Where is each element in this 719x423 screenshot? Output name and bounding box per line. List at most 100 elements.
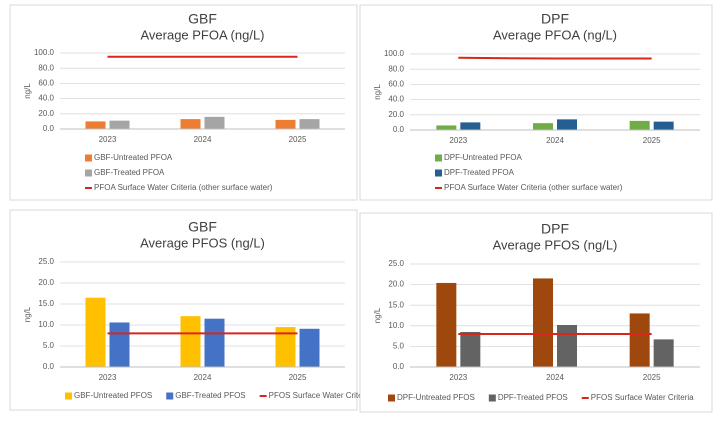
bar bbox=[557, 119, 577, 130]
y-axis-label: ng/L bbox=[23, 306, 32, 322]
y-tick-label: 20.0 bbox=[388, 280, 404, 289]
legend-label: GBF-Untreated PFOA bbox=[94, 153, 173, 162]
y-tick-label: 15.0 bbox=[388, 300, 404, 309]
y-tick-label: 100.0 bbox=[384, 49, 405, 58]
x-tick-label: 2023 bbox=[449, 136, 467, 145]
legend-label: GBF-Treated PFOA bbox=[94, 168, 165, 177]
y-tick-label: 15.0 bbox=[38, 299, 54, 308]
legend-label: DPF-Treated PFOS bbox=[498, 393, 568, 402]
bar bbox=[109, 322, 130, 367]
legend-label: DPF-Treated PFOA bbox=[444, 168, 515, 177]
y-tick-label: 100.0 bbox=[34, 48, 55, 57]
chart-subtitle: Average PFOA (ng/L) bbox=[140, 27, 264, 42]
bar bbox=[653, 339, 674, 367]
x-tick-label: 2024 bbox=[194, 135, 212, 144]
bar bbox=[204, 318, 225, 367]
x-tick-label: 2025 bbox=[643, 136, 661, 145]
x-tick-label: 2025 bbox=[289, 373, 307, 382]
legend-swatch bbox=[85, 154, 92, 162]
y-tick-label: 10.0 bbox=[388, 321, 404, 330]
y-tick-label: 0.0 bbox=[393, 125, 405, 134]
bar bbox=[299, 119, 320, 129]
bar bbox=[204, 116, 225, 129]
bar bbox=[557, 324, 577, 367]
bar bbox=[533, 278, 553, 367]
x-tick-label: 2024 bbox=[546, 136, 564, 145]
y-tick-label: 60.0 bbox=[38, 79, 54, 88]
chart-subtitle: Average PFOA (ng/L) bbox=[493, 27, 617, 42]
bar bbox=[436, 125, 457, 130]
legend-label: PFOS Surface Water Criteria bbox=[269, 391, 372, 400]
bar bbox=[180, 119, 201, 129]
y-tick-label: 20.0 bbox=[38, 278, 54, 287]
x-tick-label: 2025 bbox=[289, 135, 307, 144]
y-tick-label: 5.0 bbox=[393, 342, 405, 351]
legend-label: DPF-Untreated PFOA bbox=[444, 153, 522, 162]
x-tick-label: 2024 bbox=[546, 373, 564, 382]
chart-title: DPF bbox=[541, 11, 569, 27]
bar bbox=[436, 282, 457, 367]
legend-label: GBF-Treated PFOS bbox=[175, 391, 245, 400]
legend-swatch bbox=[85, 169, 92, 177]
bar bbox=[275, 327, 296, 367]
chart-title: DPF bbox=[541, 221, 569, 237]
bar bbox=[533, 123, 553, 130]
legend-label: PFOA Surface Water Criteria (other surfa… bbox=[94, 183, 273, 192]
legend-swatch bbox=[488, 394, 496, 402]
bar bbox=[109, 120, 130, 129]
y-tick-label: 20.0 bbox=[38, 109, 54, 118]
panel-frame bbox=[9, 4, 358, 201]
legend-swatch bbox=[435, 154, 442, 162]
y-tick-label: 40.0 bbox=[38, 94, 54, 103]
y-tick-label: 0.0 bbox=[43, 362, 55, 371]
bar bbox=[299, 328, 320, 367]
y-axis-label: ng/L bbox=[373, 84, 382, 100]
bar bbox=[460, 331, 481, 367]
chart-subtitle: Average PFOS (ng/L) bbox=[140, 235, 265, 250]
legend-label: PFOS Surface Water Criteria bbox=[591, 393, 694, 402]
y-tick-label: 20.0 bbox=[388, 110, 404, 119]
y-tick-label: 40.0 bbox=[388, 95, 404, 104]
bar bbox=[85, 121, 106, 129]
x-tick-label: 2023 bbox=[99, 373, 117, 382]
y-tick-label: 25.0 bbox=[388, 259, 404, 268]
x-tick-label: 2023 bbox=[449, 373, 467, 382]
x-tick-label: 2024 bbox=[194, 373, 212, 382]
y-tick-label: 60.0 bbox=[388, 80, 404, 89]
y-tick-label: 80.0 bbox=[38, 63, 54, 72]
chart-subtitle: Average PFOS (ng/L) bbox=[493, 237, 618, 252]
legend-swatch bbox=[166, 392, 174, 400]
bar bbox=[460, 122, 481, 130]
bar bbox=[629, 313, 650, 367]
legend-label: PFOA Surface Water Criteria (other surfa… bbox=[444, 183, 623, 192]
y-axis-label: ng/L bbox=[23, 83, 32, 99]
chart-title: GBF bbox=[188, 219, 217, 235]
legend-swatch bbox=[65, 392, 72, 400]
legend-label: GBF-Untreated PFOS bbox=[74, 391, 152, 400]
criteria-line bbox=[458, 56, 652, 60]
chart-title: GBF bbox=[188, 11, 217, 27]
y-tick-label: 25.0 bbox=[38, 257, 54, 266]
bar bbox=[275, 119, 296, 129]
legend-swatch bbox=[388, 394, 395, 402]
bar bbox=[180, 316, 201, 367]
y-tick-label: 80.0 bbox=[388, 64, 404, 73]
bar bbox=[85, 297, 106, 367]
y-tick-label: 5.0 bbox=[43, 341, 55, 350]
bar bbox=[629, 120, 650, 130]
bar bbox=[653, 121, 674, 130]
legend-label: DPF-Untreated PFOS bbox=[397, 393, 475, 402]
y-tick-label: 0.0 bbox=[43, 124, 55, 133]
panel-frame bbox=[9, 209, 358, 411]
y-tick-label: 0.0 bbox=[393, 362, 405, 371]
y-tick-label: 10.0 bbox=[38, 320, 54, 329]
x-tick-label: 2025 bbox=[643, 373, 661, 382]
y-axis-label: ng/L bbox=[373, 307, 382, 323]
x-tick-label: 2023 bbox=[99, 135, 117, 144]
legend-swatch bbox=[435, 169, 442, 177]
